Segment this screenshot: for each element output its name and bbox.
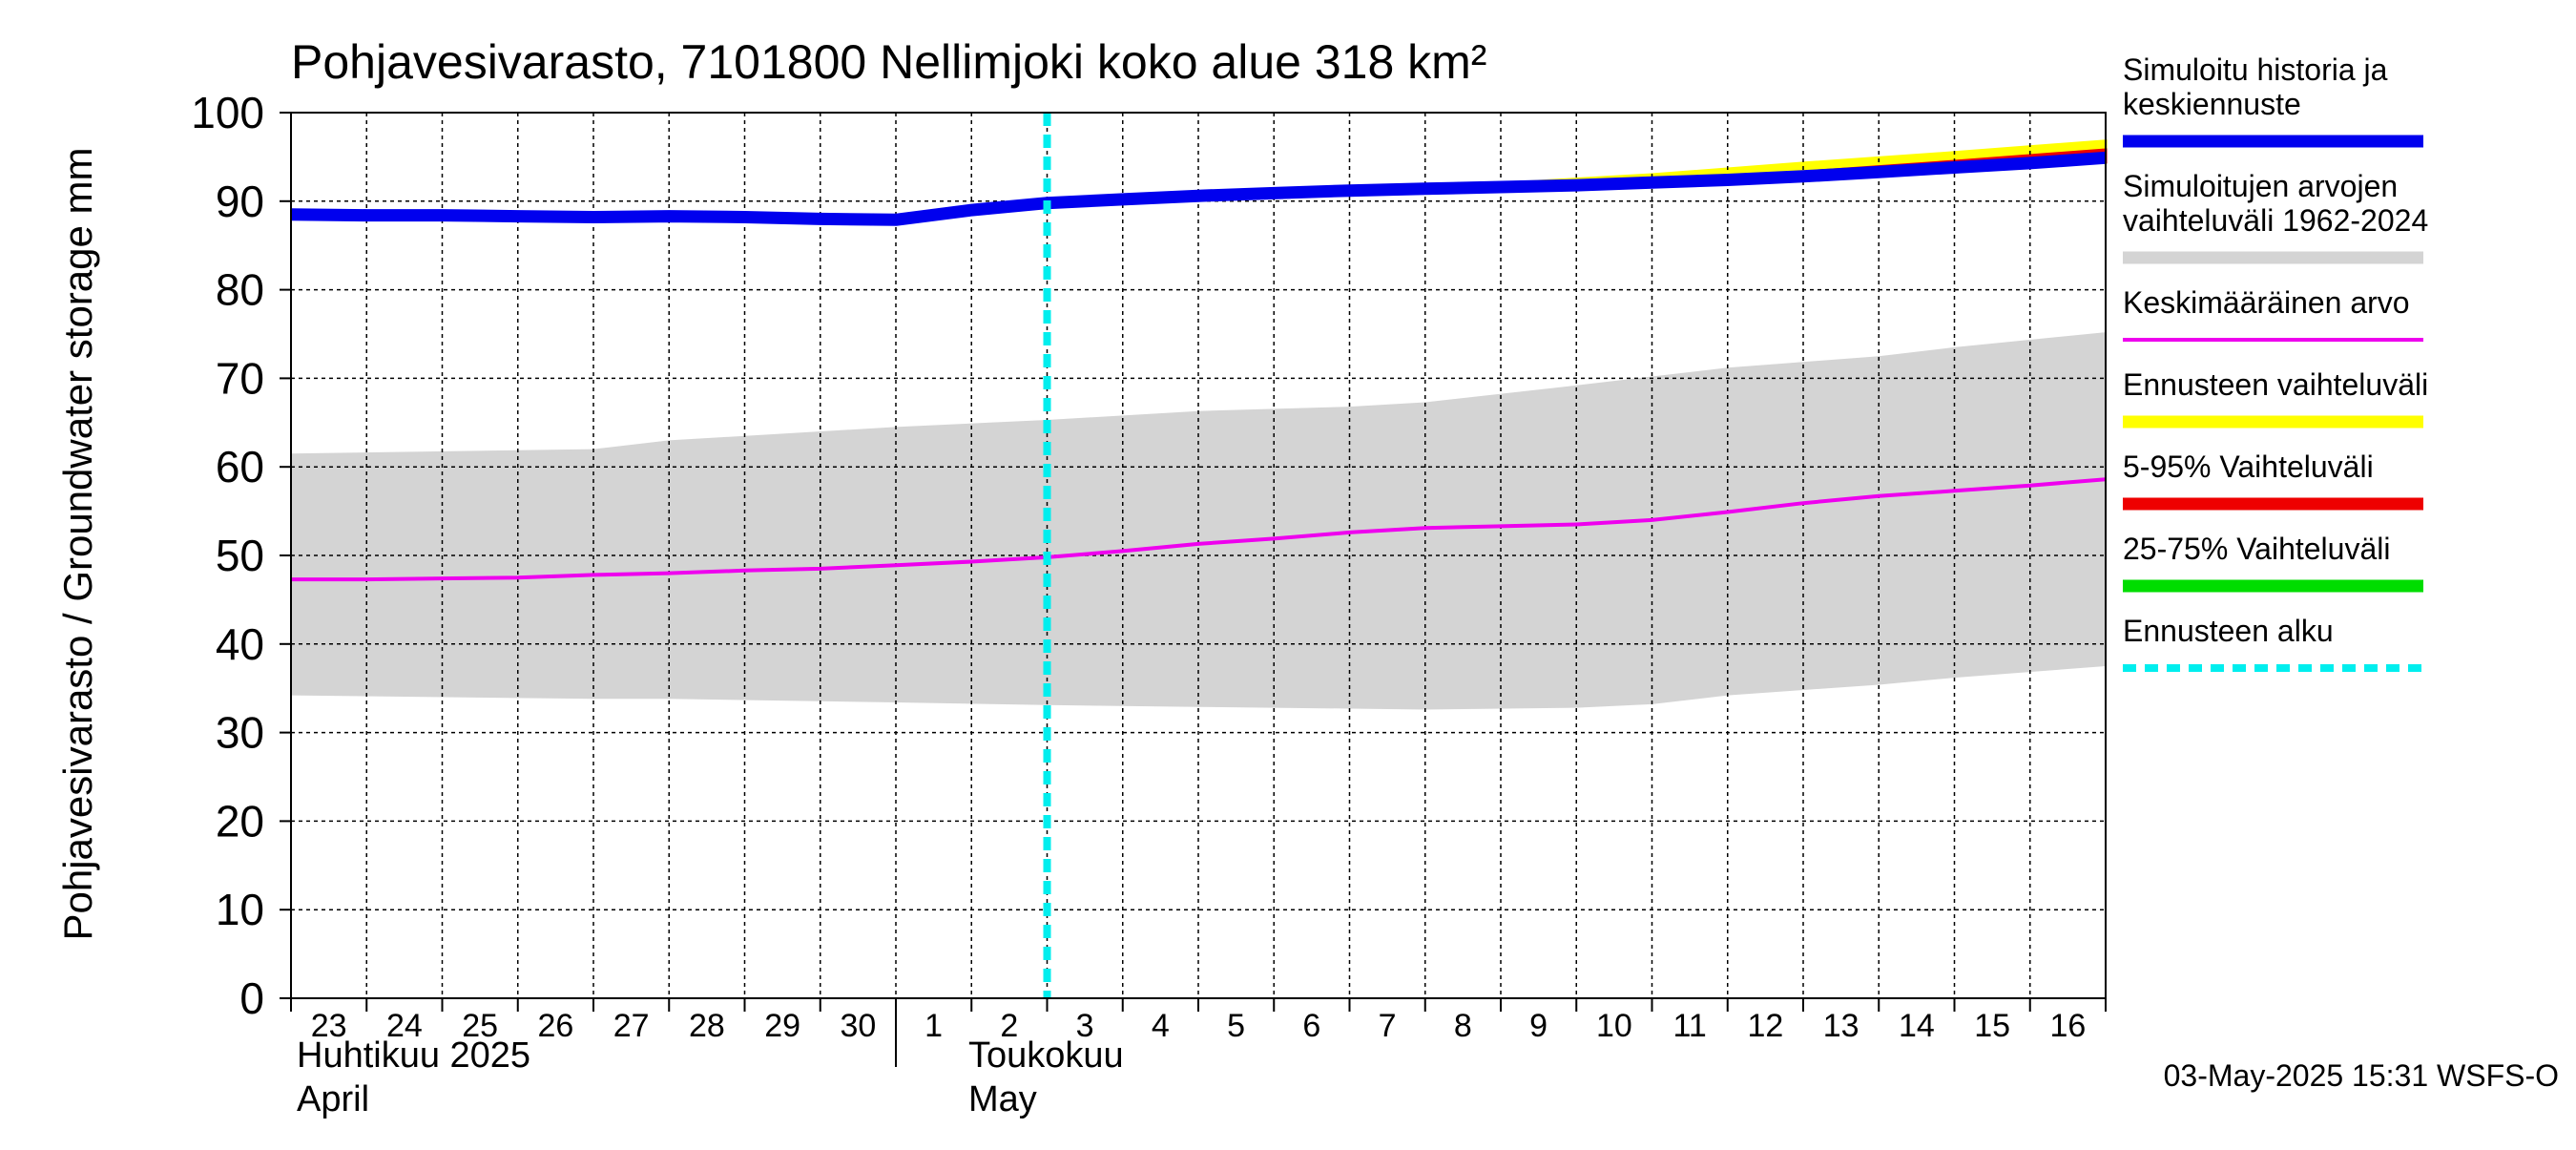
series-history-line <box>290 151 2107 226</box>
x-tick-label: 24 <box>386 1008 423 1044</box>
legend-label: vaihteluväli 1962-2024 <box>2123 203 2428 238</box>
legend-label: 25-75% Vaihteluväli <box>2123 532 2390 566</box>
y-tick-label: 100 <box>191 88 264 137</box>
x-tick-label: 4 <box>1152 1008 1170 1044</box>
legend-label: keskiennuste <box>2123 87 2301 121</box>
x-tick-label: 12 <box>1747 1008 1783 1044</box>
month-label-fi: Huhtikuu 2025 <box>297 1035 530 1076</box>
y-tick-label: 20 <box>216 796 264 846</box>
legend-label: Ennusteen vaihteluväli <box>2123 367 2428 402</box>
legend-label: Simuloitu historia ja <box>2123 52 2388 87</box>
legend-label: Keskimääräinen arvo <box>2123 285 2410 320</box>
y-axis-label: Pohjavesivarasto / Groundwater storage m… <box>55 147 100 940</box>
y-tick-label: 90 <box>216 177 264 226</box>
x-tick-label: 6 <box>1302 1008 1320 1044</box>
series-mean-line <box>291 477 2107 582</box>
x-tick-label: 28 <box>689 1008 725 1044</box>
y-tick-label: 70 <box>216 353 264 403</box>
y-tick-label: 0 <box>239 973 264 1023</box>
month-label-en: April <box>297 1079 369 1119</box>
x-tick-label: 13 <box>1823 1008 1859 1044</box>
x-tick-label: 1 <box>924 1008 943 1044</box>
x-tick-label: 8 <box>1454 1008 1472 1044</box>
x-tick-label: 30 <box>840 1008 876 1044</box>
y-tick-label: 10 <box>216 885 264 934</box>
x-tick-label: 3 <box>1076 1008 1094 1044</box>
x-tick-label: 29 <box>764 1008 800 1044</box>
x-tick-label: 5 <box>1227 1008 1245 1044</box>
y-tick-label: 60 <box>216 442 264 491</box>
month-label-fi: Toukokuu <box>968 1035 1124 1076</box>
x-tick-label: 2 <box>1000 1008 1018 1044</box>
chart-title: Pohjavesivarasto, 7101800 Nellimjoki kok… <box>291 35 1486 89</box>
x-tick-label: 16 <box>2049 1008 2086 1044</box>
x-tick-label: 11 <box>1672 1008 1706 1044</box>
y-tick-label: 80 <box>216 265 264 315</box>
x-tick-label: 23 <box>311 1008 347 1044</box>
y-tick-label: 30 <box>216 708 264 758</box>
x-tick-label: 7 <box>1379 1008 1397 1044</box>
x-tick-label: 15 <box>1974 1008 2010 1044</box>
x-tick-label: 9 <box>1529 1008 1548 1044</box>
x-tick-label: 10 <box>1596 1008 1632 1044</box>
legend-label: Simuloitujen arvojen <box>2123 169 2398 203</box>
legend-label: Ennusteen alku <box>2123 614 2334 648</box>
x-tick-label: 14 <box>1899 1008 1935 1044</box>
x-tick-label: 25 <box>462 1008 498 1044</box>
month-label-en: May <box>968 1079 1037 1119</box>
x-tick-label: 27 <box>613 1008 650 1044</box>
legend-label: 5-95% Vaihteluväli <box>2123 450 2374 484</box>
footer-timestamp: 03-May-2025 15:31 WSFS-O <box>2164 1058 2559 1093</box>
x-tick-label: 26 <box>537 1008 573 1044</box>
y-tick-label: 50 <box>216 531 264 580</box>
y-tick-label: 40 <box>216 619 264 669</box>
